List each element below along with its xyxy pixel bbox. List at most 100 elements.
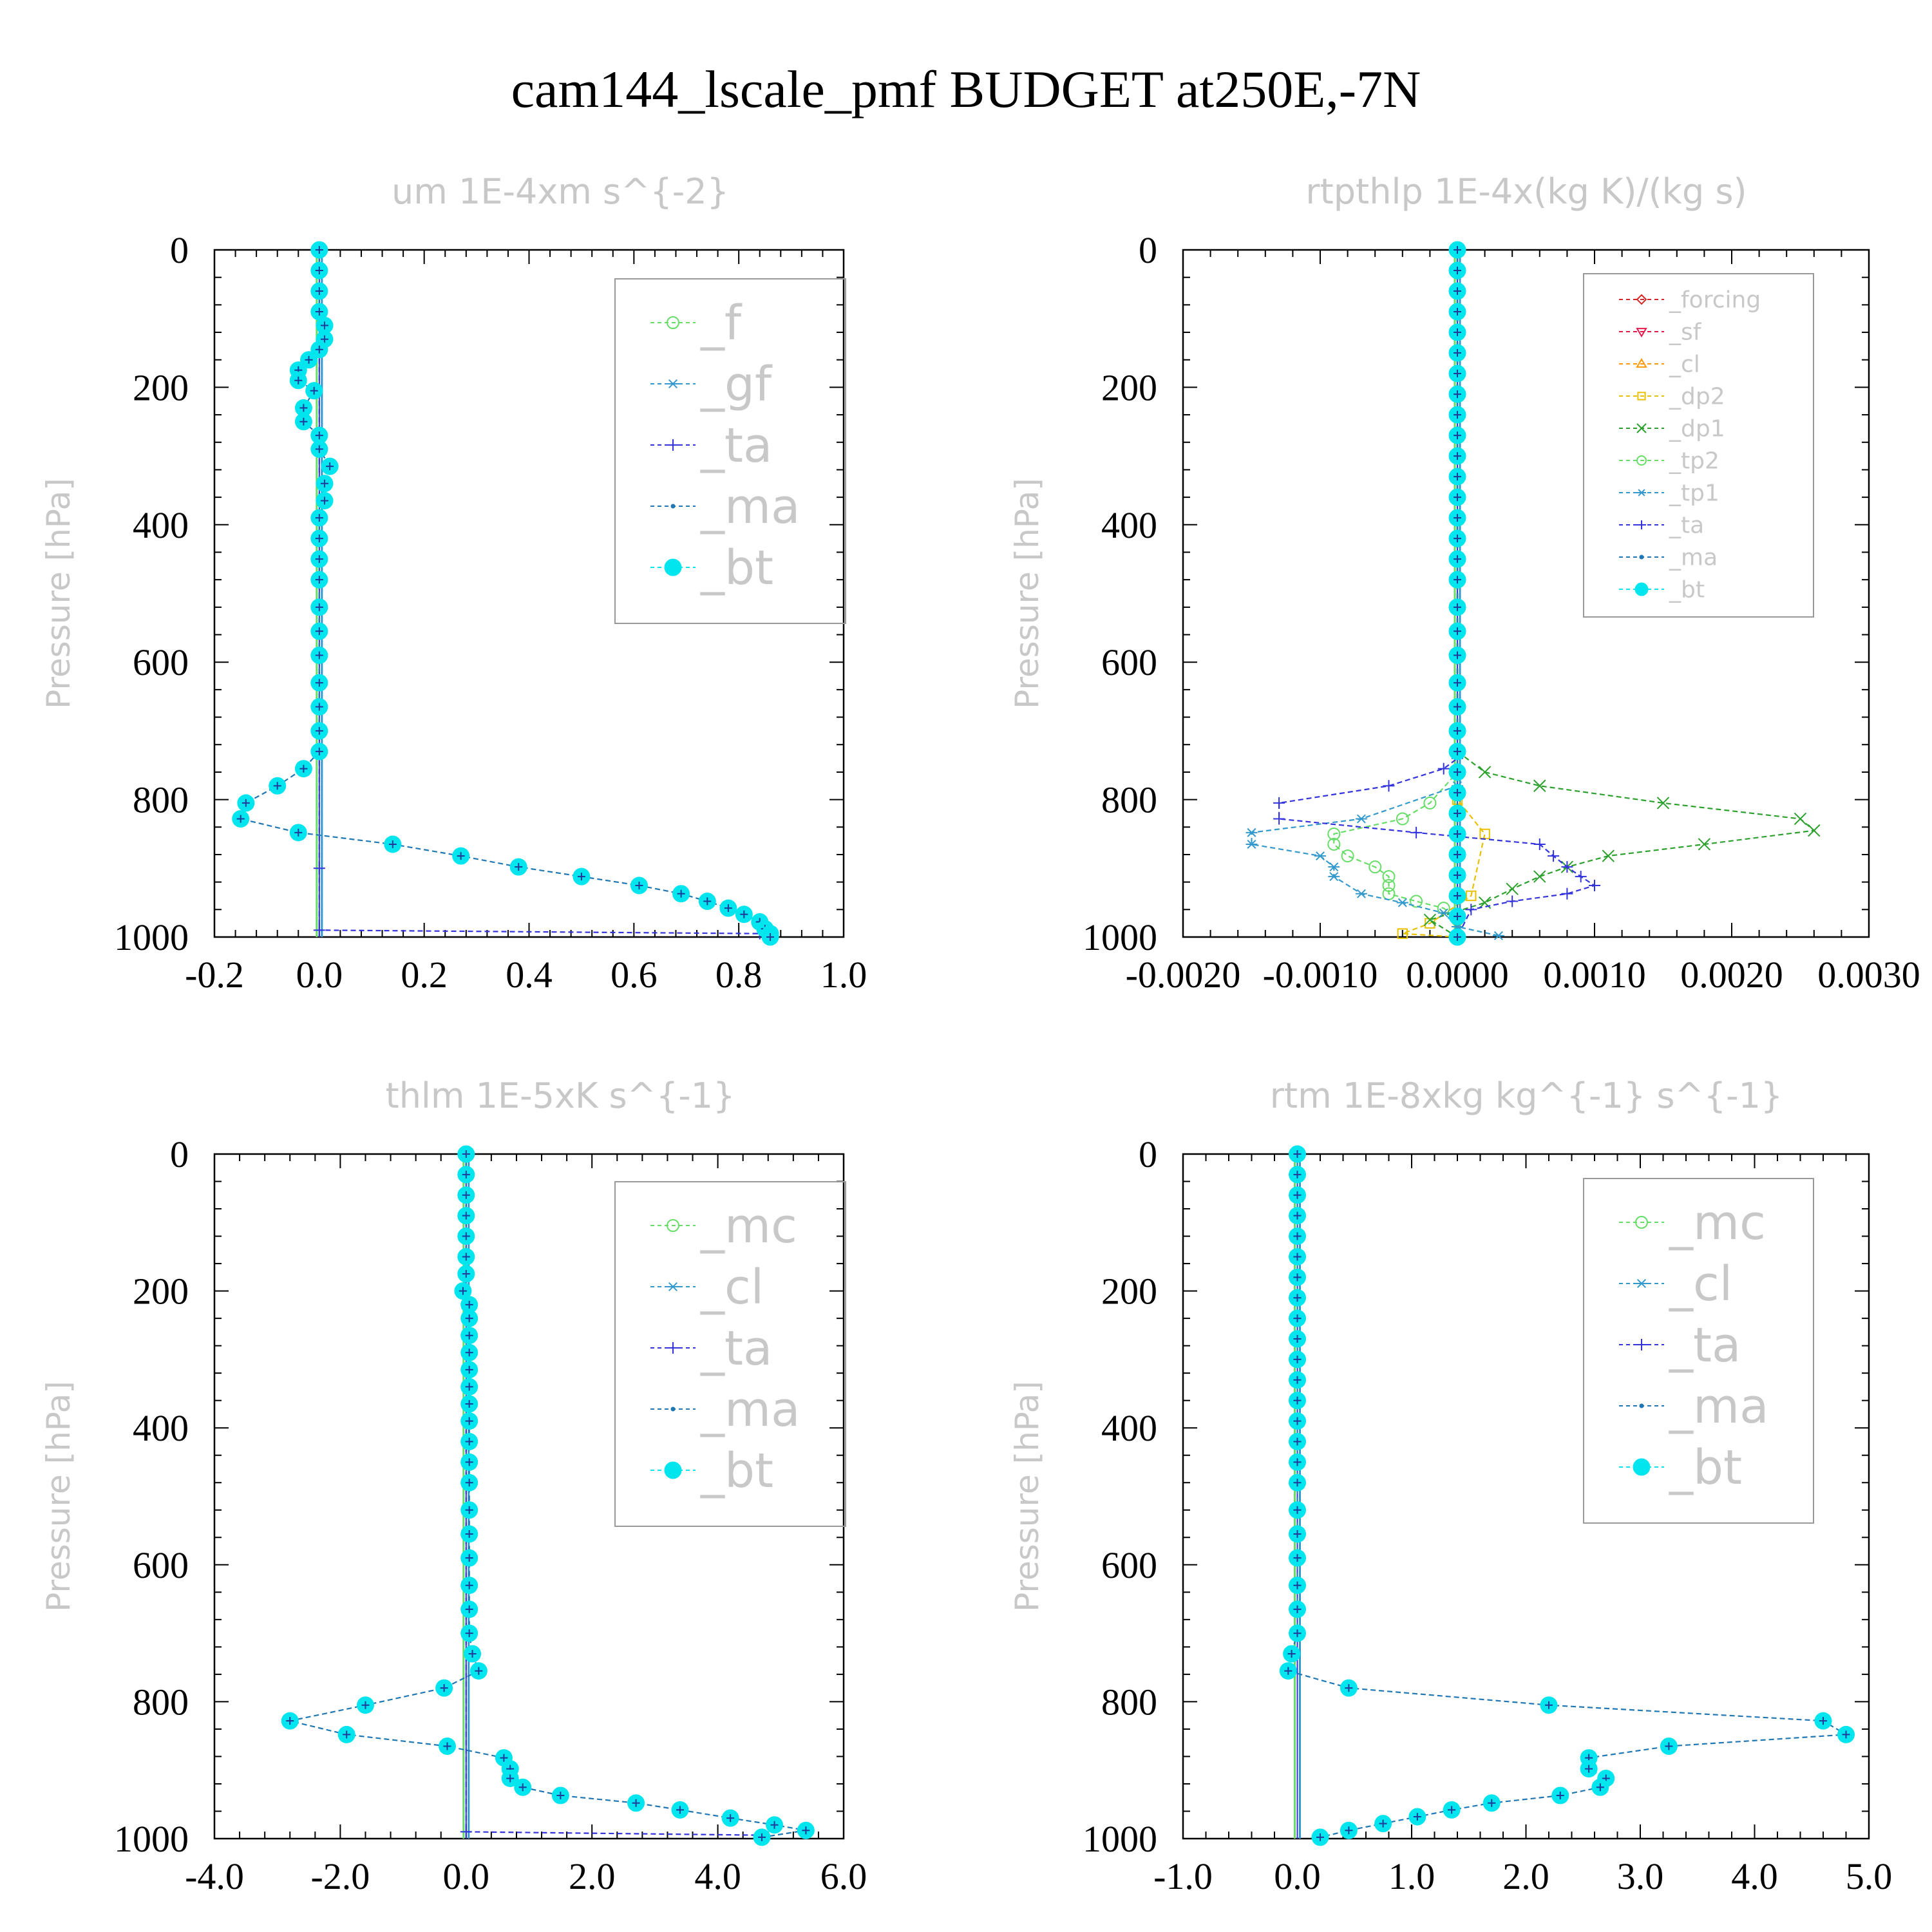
data-point — [1328, 872, 1340, 882]
series-bt — [1279, 1145, 1855, 1846]
plot-frame — [1182, 1153, 1870, 1840]
y-tick-label: 200 — [1101, 1271, 1157, 1312]
data-point — [1448, 698, 1466, 716]
data-point — [753, 1828, 771, 1846]
data-point — [1448, 488, 1466, 506]
data-point — [457, 1145, 475, 1163]
data-point — [1341, 849, 1354, 863]
data-point — [460, 1453, 478, 1471]
data-point — [1591, 1778, 1609, 1796]
data-point — [294, 413, 312, 431]
legend-item-bt: _bt — [1619, 577, 1705, 603]
data-point — [460, 1309, 478, 1327]
legend-item-dp1: _dp1 — [1619, 416, 1725, 442]
legend-item-ma: _ma — [650, 479, 800, 535]
data-point — [1289, 1186, 1306, 1204]
y-tick-label: 600 — [133, 1544, 189, 1586]
data-point — [1437, 908, 1450, 918]
y-tick-label: 200 — [133, 1271, 189, 1312]
x-tick-label: 0.0030 — [1817, 954, 1920, 996]
data-point — [1448, 907, 1466, 925]
data-point — [464, 1645, 482, 1663]
series-bt — [232, 241, 779, 946]
y-tick-label: 800 — [133, 1681, 189, 1723]
data-point — [454, 1282, 472, 1300]
x-tick-label: -0.2 — [185, 954, 244, 996]
x-tick-label: 0.0 — [296, 954, 343, 996]
series-ta — [1273, 244, 1600, 943]
legend-item-ta: _ta — [1619, 513, 1704, 539]
data-point — [1289, 1207, 1306, 1225]
data-point — [1548, 850, 1560, 862]
legend-label: _bt — [700, 1443, 773, 1499]
data-point — [337, 1725, 355, 1743]
legend-item-dp2: _dp2 — [1619, 384, 1725, 410]
data-point — [1396, 812, 1409, 826]
data-point — [1448, 866, 1466, 884]
data-point — [1355, 814, 1367, 824]
x-tick-label: 0.8 — [715, 954, 762, 996]
data-point — [310, 509, 328, 527]
data-point — [1448, 468, 1466, 486]
data-point — [1289, 1289, 1306, 1307]
x-tick-label: 0.0 — [443, 1855, 490, 1897]
data-point — [1478, 896, 1492, 909]
data-point — [1355, 889, 1367, 898]
data-point — [1327, 837, 1341, 851]
data-point — [316, 475, 334, 493]
data-point — [1448, 282, 1466, 300]
data-point — [457, 1227, 475, 1245]
data-point — [1423, 913, 1437, 927]
legend-label: _ma — [1669, 1379, 1768, 1434]
data-point — [1289, 1247, 1306, 1265]
data-point — [721, 1809, 739, 1827]
data-point — [310, 622, 328, 640]
data-point — [1289, 1350, 1306, 1368]
data-point — [1660, 1737, 1678, 1755]
legend-label: _dp2 — [1669, 384, 1725, 410]
x-tick-label: 1.0 — [1388, 1855, 1435, 1897]
data-point — [384, 835, 402, 853]
data-point — [460, 1501, 478, 1519]
data-point — [232, 810, 250, 828]
series-tp2 — [1327, 243, 1464, 943]
legend-item-cl: _cl — [1619, 1256, 1732, 1312]
data-point — [501, 1769, 519, 1787]
x-tick-label: 4.0 — [1731, 1855, 1778, 1897]
y-tick-label: 0 — [170, 229, 189, 271]
y-axis-label: Pressure [hPa] — [1009, 1381, 1046, 1612]
y-tick-label: 1000 — [114, 1818, 189, 1860]
legend-item-tp2: _tp2 — [1619, 448, 1719, 475]
data-point — [1448, 887, 1466, 905]
legend-label: _ta — [700, 1321, 772, 1376]
legend-item-sf: _sf — [1619, 319, 1702, 346]
data-point — [1448, 529, 1466, 547]
data-point — [1289, 1549, 1306, 1567]
series-dp2 — [1397, 244, 1490, 943]
data-point — [1396, 898, 1408, 907]
data-point — [460, 1361, 478, 1379]
data-point — [1448, 509, 1466, 527]
data-point — [1273, 813, 1285, 825]
data-point — [630, 876, 648, 895]
legend-item-cl: _cl — [650, 1260, 764, 1315]
data-point — [460, 1525, 478, 1543]
data-point — [761, 928, 779, 946]
data-point — [1448, 825, 1466, 843]
data-point — [1289, 1309, 1306, 1327]
legend-item-mc: _mc — [650, 1198, 797, 1254]
data-point — [1448, 323, 1466, 341]
legend-label: _dp1 — [1669, 416, 1725, 442]
x-tick-label: 0.4 — [506, 954, 553, 996]
legend-label: _tp2 — [1669, 448, 1719, 475]
data-point — [457, 1247, 475, 1265]
data-point — [1410, 895, 1423, 908]
y-tick-label: 0 — [1139, 1133, 1157, 1175]
data-point — [1575, 871, 1587, 883]
data-point — [1533, 779, 1546, 792]
data-point — [1289, 1600, 1306, 1618]
data-point — [1492, 931, 1504, 940]
data-point — [1448, 743, 1466, 761]
chart-panel-2: rtpthlp 1E-4x(kg K)/(kg s) Pressure [hPa]… — [1009, 171, 1920, 996]
data-point — [269, 777, 287, 795]
